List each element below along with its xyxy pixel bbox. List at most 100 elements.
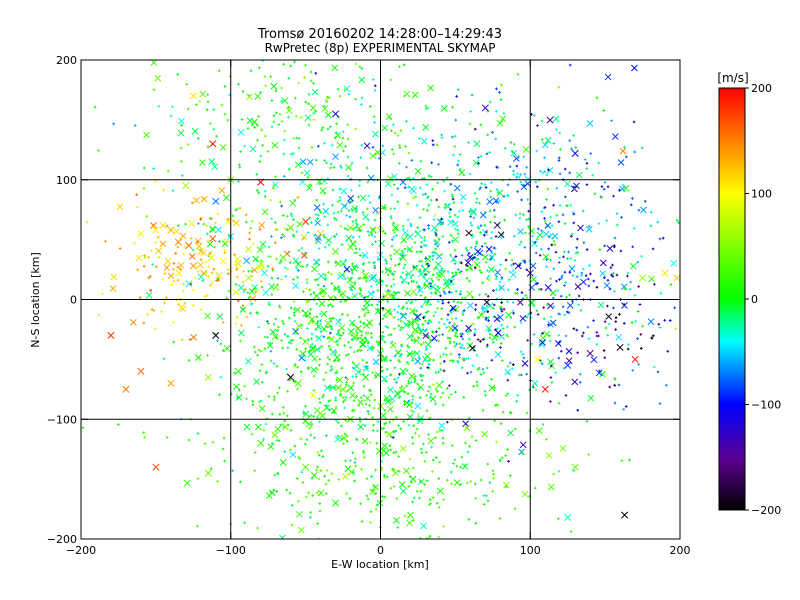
data-point <box>495 288 498 292</box>
data-point <box>267 395 271 398</box>
data-point <box>544 283 552 292</box>
data-point <box>170 283 173 286</box>
data-point <box>450 470 453 474</box>
data-point <box>280 86 283 90</box>
data-point <box>534 355 542 363</box>
data-point <box>257 439 265 447</box>
data-point <box>649 210 653 214</box>
data-point <box>545 451 553 459</box>
data-point <box>561 305 565 309</box>
data-point <box>473 482 477 486</box>
data-point <box>260 285 264 289</box>
data-point <box>339 394 342 397</box>
data-point <box>393 378 397 381</box>
data-point <box>282 63 285 66</box>
data-point <box>269 75 272 79</box>
data-point <box>347 209 351 213</box>
data-point <box>249 226 253 230</box>
data-point <box>152 167 155 170</box>
data-point <box>147 276 151 280</box>
data-point <box>396 310 400 314</box>
data-point <box>631 64 638 72</box>
data-point <box>419 366 423 370</box>
data-point <box>210 271 214 274</box>
data-point <box>434 286 441 294</box>
data-point <box>314 262 318 265</box>
data-point <box>295 348 298 351</box>
data-point <box>185 280 193 288</box>
data-point <box>274 89 278 93</box>
data-point <box>431 251 434 255</box>
data-point <box>353 408 356 412</box>
data-point <box>197 248 205 256</box>
data-point <box>384 397 392 405</box>
data-point <box>210 217 213 220</box>
data-point <box>222 436 226 440</box>
data-point <box>454 227 457 231</box>
data-point <box>357 235 361 239</box>
data-point <box>223 248 227 252</box>
data-point <box>358 292 362 295</box>
data-point <box>169 114 173 118</box>
data-point <box>393 308 396 312</box>
data-point <box>350 200 353 203</box>
data-point <box>285 367 288 371</box>
data-point <box>487 278 491 282</box>
data-point <box>349 267 353 271</box>
data-point <box>251 266 258 274</box>
colorbar-tick-label: −100 <box>751 399 781 412</box>
data-point <box>176 73 180 76</box>
data-point <box>332 110 340 118</box>
data-point <box>285 215 289 218</box>
data-point <box>657 322 661 326</box>
data-point <box>557 401 561 405</box>
data-point <box>566 257 569 260</box>
data-point <box>297 499 300 503</box>
data-point <box>376 447 383 455</box>
data-point <box>375 503 379 507</box>
data-point <box>179 146 183 150</box>
data-point <box>402 305 405 309</box>
data-point <box>602 187 606 191</box>
data-point <box>387 175 394 182</box>
data-point <box>369 521 372 524</box>
data-point <box>155 247 162 255</box>
data-point <box>324 371 328 375</box>
data-point <box>449 234 453 237</box>
data-point <box>205 232 209 236</box>
data-point <box>329 369 332 373</box>
data-point <box>422 123 430 131</box>
data-point <box>441 442 445 445</box>
data-point <box>309 104 317 112</box>
data-point <box>332 166 336 169</box>
data-point <box>419 294 423 297</box>
data-point <box>411 500 414 504</box>
data-point <box>413 337 421 344</box>
data-point <box>469 246 473 249</box>
data-point <box>338 287 341 291</box>
data-point <box>365 279 368 283</box>
data-point <box>167 379 175 387</box>
data-point <box>512 173 516 176</box>
data-point <box>492 246 496 250</box>
data-point <box>241 280 245 284</box>
data-point <box>504 485 508 489</box>
data-point <box>443 360 446 363</box>
data-point <box>347 353 350 356</box>
data-point <box>495 110 498 113</box>
data-point <box>516 288 519 291</box>
data-point <box>160 310 163 313</box>
data-point <box>351 451 355 455</box>
data-point <box>154 74 162 82</box>
data-point <box>366 409 370 413</box>
data-point <box>270 217 273 221</box>
data-point <box>488 332 492 336</box>
data-point <box>452 153 455 157</box>
data-point <box>200 195 208 203</box>
data-point <box>477 227 481 230</box>
data-point <box>486 294 490 298</box>
data-point <box>410 300 414 304</box>
data-point <box>477 366 481 370</box>
data-point <box>231 214 235 218</box>
data-point <box>352 381 355 385</box>
